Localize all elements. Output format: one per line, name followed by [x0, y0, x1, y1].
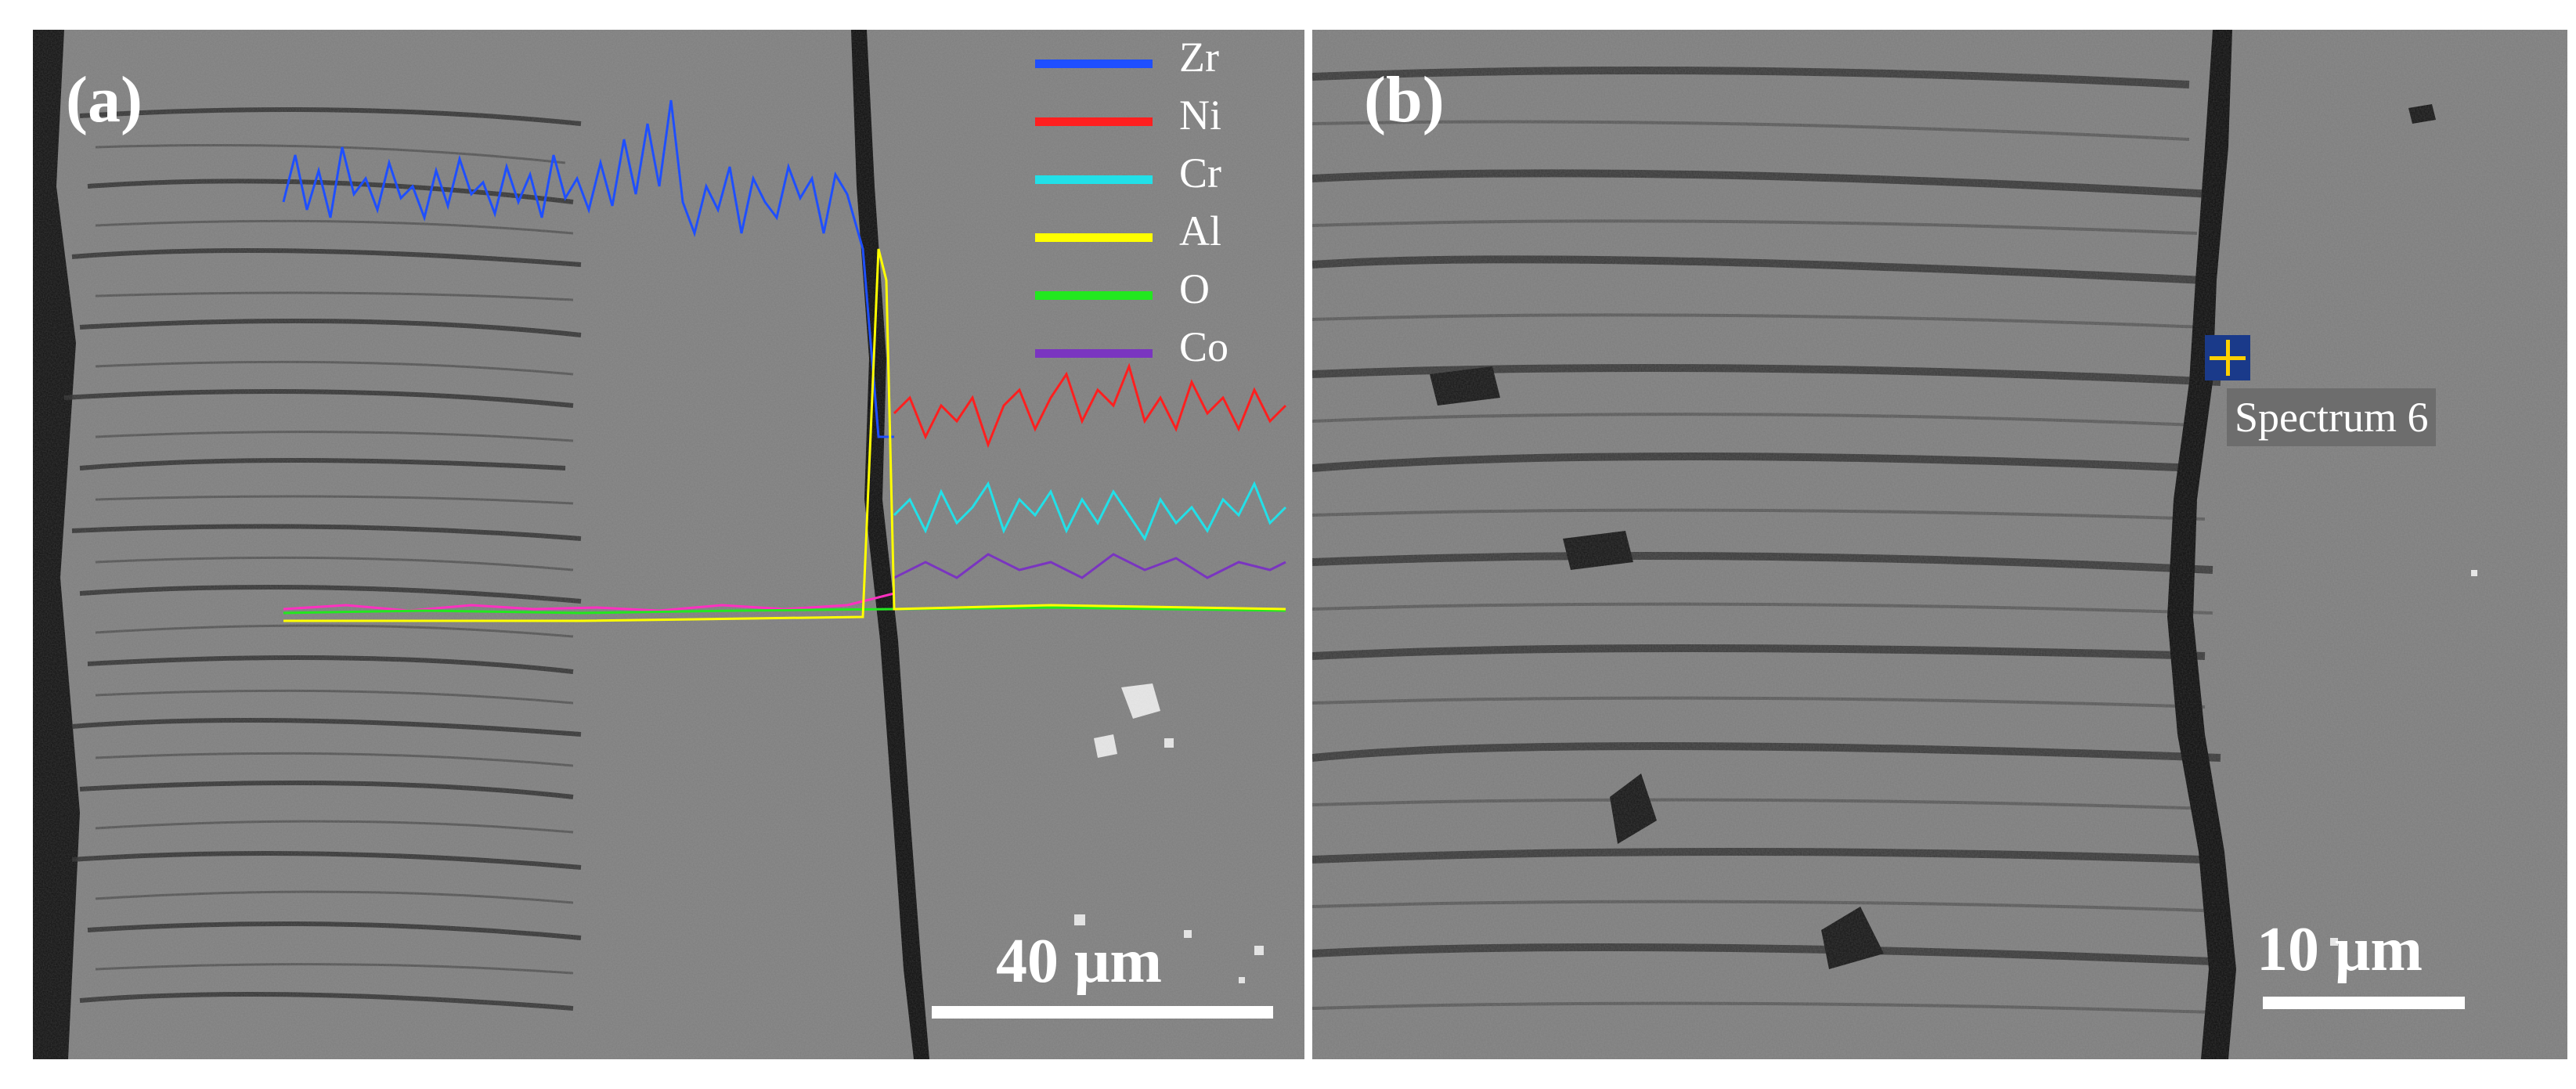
sem-image-panel-a: (a) Zr Ni Cr Al O Co 40 μm: [33, 30, 1304, 1059]
legend-label-ni: Ni: [1179, 92, 1221, 139]
sem-micrograph-a: [33, 30, 1304, 1059]
legend-item-al: Al: [1035, 204, 1301, 261]
legend-label-co: Co: [1179, 323, 1229, 370]
legend-swatch-o: [1035, 291, 1153, 300]
legend-item-zr: Zr: [1035, 30, 1301, 88]
legend-label-zr: Zr: [1179, 34, 1219, 81]
scale-bar-label-a: 40 μm: [996, 927, 1162, 996]
scale-bar-label-b: 10 μm: [2257, 915, 2423, 984]
eds-legend: Zr Ni Cr Al O Co: [1035, 30, 1301, 377]
legend-label-cr: Cr: [1179, 150, 1221, 197]
scale-bar-a: [932, 1006, 1273, 1019]
legend-item-ni: Ni: [1035, 88, 1301, 146]
spectrum-marker-icon: [2205, 335, 2250, 380]
panel-label-b: (b): [1364, 63, 1445, 136]
legend-item-co: Co: [1035, 319, 1301, 377]
legend-swatch-al: [1035, 233, 1153, 242]
legend-item-cr: Cr: [1035, 146, 1301, 204]
spectrum-label: Spectrum 6: [2227, 388, 2437, 446]
legend-label-al: Al: [1179, 207, 1221, 254]
legend-swatch-zr: [1035, 59, 1153, 68]
legend-swatch-ni: [1035, 117, 1153, 126]
legend-swatch-cr: [1035, 175, 1153, 184]
panel-label-a: (a): [66, 63, 143, 136]
legend-label-o: O: [1179, 265, 1210, 312]
sem-image-panel-b: (b) Spectrum 6 10 μm: [1312, 30, 2567, 1059]
sem-micrograph-b: [1312, 30, 2567, 1059]
scale-bar-b: [2263, 997, 2465, 1009]
legend-swatch-co: [1035, 349, 1153, 358]
legend-item-o: O: [1035, 261, 1301, 319]
